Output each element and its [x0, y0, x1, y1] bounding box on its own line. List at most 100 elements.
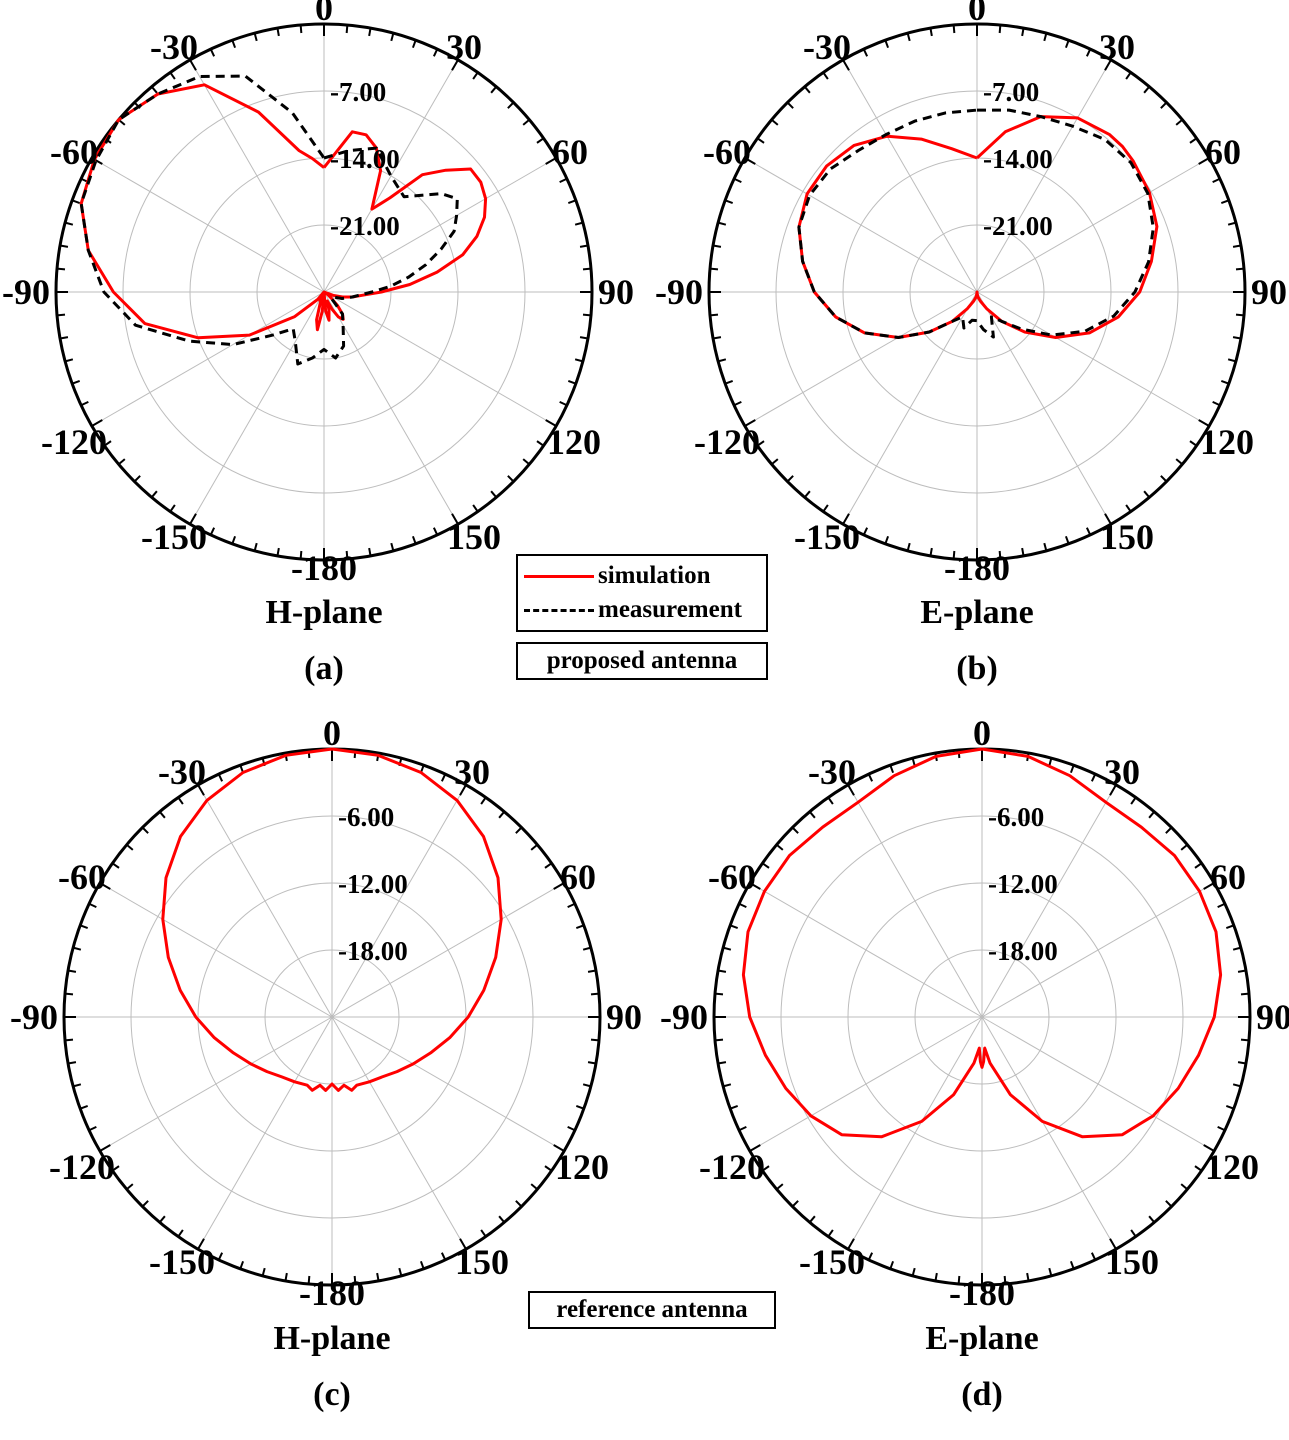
frame-tick: [368, 547, 372, 557]
angle-tick-label: -90: [2, 272, 50, 312]
frame-tick: [390, 542, 395, 552]
frame-tick: [522, 458, 530, 466]
grid-spoke: [331, 1016, 565, 1152]
series-measurement: [797, 108, 1155, 339]
angle-tick-label: 120: [555, 1147, 609, 1187]
radial-tick-label: -7.00: [330, 77, 386, 107]
grid-spoke: [323, 291, 557, 427]
frame-tick: [1048, 757, 1053, 767]
frame-tick: [1125, 504, 1132, 513]
frame-tick: [771, 118, 779, 126]
frame-tick: [579, 244, 589, 248]
frame-tick: [729, 1104, 739, 1110]
frame-tick: [1130, 796, 1137, 805]
frame-tick: [1104, 513, 1112, 525]
frame-tick: [103, 440, 112, 447]
frame-tick: [64, 358, 74, 363]
angle-tick-label: -120: [694, 422, 760, 462]
frame-tick: [1225, 1104, 1235, 1110]
frame-tick: [197, 784, 205, 796]
frame-tick: [786, 101, 794, 109]
frame-tick: [1180, 1183, 1188, 1191]
grid-spoke: [744, 157, 978, 293]
frame-tick: [111, 1165, 120, 1172]
angle-tick-label: 60: [560, 857, 596, 897]
frame-tick: [158, 1215, 166, 1223]
frame-tick: [276, 547, 280, 557]
frame-tick: [842, 59, 850, 71]
series-simulation: [79, 83, 488, 340]
frame-tick: [299, 550, 303, 560]
frame-tick: [459, 784, 467, 796]
panel-label: (d): [961, 1376, 1003, 1413]
frame-tick: [867, 1252, 874, 1261]
frame-tick: [1143, 490, 1151, 498]
frame-tick: [80, 400, 89, 407]
grid-spoke: [331, 882, 565, 1018]
frame-tick: [1160, 475, 1168, 483]
frame-tick: [803, 86, 811, 94]
angle-tick-label: 90: [1251, 272, 1287, 312]
frame-tick: [1194, 1165, 1203, 1172]
series-simulation: [161, 747, 503, 1092]
frame-tick: [1203, 882, 1215, 890]
frame-tick: [1189, 137, 1198, 144]
frame-tick: [934, 1272, 938, 1282]
frame-tick: [261, 1267, 266, 1277]
frame-tick: [906, 542, 911, 552]
frame-tick: [368, 27, 372, 37]
frame-tick: [440, 773, 447, 782]
frame-tick: [419, 1260, 425, 1270]
grid-spoke: [91, 291, 325, 427]
frame-tick: [567, 1125, 576, 1132]
grid-spoke: [976, 59, 1112, 293]
frame-tick: [56, 313, 66, 317]
frame-tick: [724, 199, 734, 205]
frame-tick: [842, 513, 850, 525]
frame-tick: [998, 24, 1002, 34]
grid-spoke: [749, 882, 983, 1018]
angle-tick-label: 150: [1105, 1242, 1159, 1282]
frame-tick: [345, 550, 349, 560]
angle-tick-label: -60: [708, 857, 756, 897]
frame-tick: [761, 1165, 770, 1172]
frame-tick: [574, 221, 584, 226]
frame-tick: [189, 513, 197, 525]
frame-tick: [587, 1061, 597, 1065]
frame-tick: [544, 1165, 553, 1172]
frame-tick: [299, 24, 303, 34]
frame-tick: [822, 71, 829, 80]
frame-tick: [1165, 826, 1173, 834]
frame-tick: [827, 1229, 834, 1238]
proposed-antenna-label: proposed antenna: [516, 642, 768, 680]
frame-tick: [432, 527, 439, 536]
radial-tick-label: -21.00: [983, 211, 1053, 241]
frame-tick: [515, 826, 523, 834]
frame-tick: [451, 59, 459, 71]
frame-tick: [459, 1238, 467, 1250]
grid-spoke: [189, 59, 325, 293]
frame-tick: [545, 157, 557, 165]
frame-tick: [177, 796, 184, 805]
frame-tick: [1217, 1125, 1226, 1132]
frame-tick: [952, 24, 956, 34]
legend-entry-simulation: simulation: [518, 560, 766, 592]
frame-tick: [717, 969, 727, 973]
angle-tick-label: 60: [1210, 857, 1246, 897]
frame-tick: [253, 32, 258, 42]
frame-tick: [709, 267, 719, 271]
frame-tick: [158, 811, 166, 819]
grid-spoke: [323, 59, 459, 293]
frame-tick: [133, 475, 141, 483]
frame-tick: [575, 924, 585, 930]
frame-tick: [776, 1183, 784, 1191]
frame-tick: [150, 490, 158, 498]
angle-tick-label: 60: [552, 132, 588, 172]
frame-tick: [1235, 267, 1245, 271]
frame-tick: [79, 1104, 89, 1110]
frame-tick: [79, 924, 89, 930]
grid-spoke: [197, 1016, 333, 1250]
frame-tick: [177, 1229, 184, 1238]
polar-chart-1: -7.00 -14.00 -21.00 0 30 60 90 120 150 -180 -150 -1…: [2, 0, 634, 687]
grid-spoke: [189, 291, 325, 525]
